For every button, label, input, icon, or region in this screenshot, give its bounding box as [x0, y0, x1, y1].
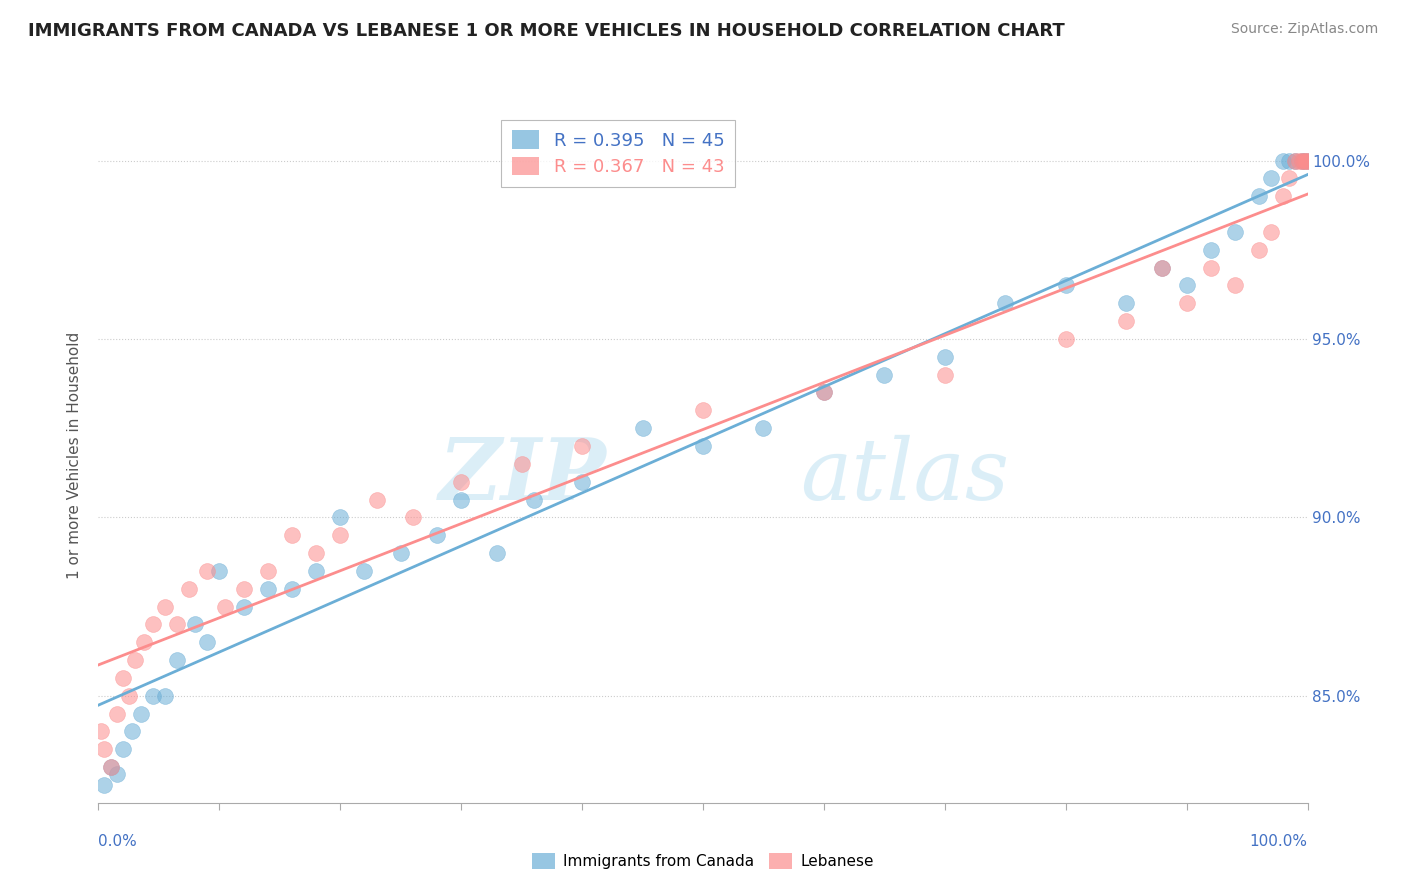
Point	[195, 635, 218, 649]
Point	[93, 778, 115, 792]
Point	[281, 582, 304, 596]
Point	[1278, 171, 1301, 186]
Point	[692, 439, 714, 453]
Text: IMMIGRANTS FROM CANADA VS LEBANESE 1 OR MORE VEHICLES IN HOUSEHOLD CORRELATION C: IMMIGRANTS FROM CANADA VS LEBANESE 1 OR …	[28, 22, 1064, 40]
Point	[1249, 243, 1271, 257]
Point	[1223, 278, 1246, 293]
Point	[118, 689, 141, 703]
Point	[1199, 260, 1222, 275]
Point	[166, 653, 188, 667]
Point	[486, 546, 509, 560]
Point	[1054, 332, 1077, 346]
Point	[1260, 225, 1282, 239]
Point	[366, 492, 388, 507]
Point	[1284, 153, 1306, 168]
Point	[873, 368, 896, 382]
Point	[1291, 153, 1313, 168]
Point	[523, 492, 546, 507]
Point	[1115, 296, 1137, 310]
Point	[142, 689, 165, 703]
Point	[305, 564, 328, 578]
Point	[256, 564, 278, 578]
Point	[1284, 153, 1306, 168]
Point	[153, 689, 176, 703]
Point	[179, 582, 201, 596]
Text: 100.0%: 100.0%	[1250, 834, 1308, 849]
Point	[1115, 314, 1137, 328]
Point	[129, 706, 152, 721]
Point	[1296, 153, 1319, 168]
Point	[93, 742, 115, 756]
Point	[214, 599, 236, 614]
Point	[305, 546, 328, 560]
Point	[402, 510, 425, 524]
Point	[1272, 153, 1295, 168]
Point	[1260, 171, 1282, 186]
Point	[1295, 153, 1317, 168]
Y-axis label: 1 or more Vehicles in Household: 1 or more Vehicles in Household	[67, 331, 83, 579]
Point	[1152, 260, 1174, 275]
Point	[195, 564, 218, 578]
Point	[813, 385, 835, 400]
Point	[124, 653, 146, 667]
Point	[571, 439, 593, 453]
Point	[184, 617, 207, 632]
Point	[105, 767, 128, 781]
Point	[1288, 153, 1310, 168]
Point	[1152, 260, 1174, 275]
Point	[111, 671, 134, 685]
Point	[329, 528, 352, 542]
Point	[142, 617, 165, 632]
Legend: Immigrants from Canada, Lebanese: Immigrants from Canada, Lebanese	[526, 847, 880, 875]
Point	[153, 599, 176, 614]
Point	[353, 564, 375, 578]
Point	[1278, 153, 1301, 168]
Point	[510, 457, 533, 471]
Point	[994, 296, 1017, 310]
Point	[631, 421, 654, 435]
Point	[1292, 153, 1315, 168]
Text: Source: ZipAtlas.com: Source: ZipAtlas.com	[1230, 22, 1378, 37]
Point	[1175, 296, 1198, 310]
Point	[1291, 153, 1313, 168]
Point	[1249, 189, 1271, 203]
Text: 0.0%: 0.0%	[98, 834, 138, 849]
Point	[232, 599, 254, 614]
Point	[90, 724, 112, 739]
Text: atlas: atlas	[800, 434, 1010, 517]
Point	[281, 528, 304, 542]
Text: ZIP: ZIP	[439, 434, 606, 517]
Point	[752, 421, 775, 435]
Point	[100, 760, 122, 774]
Point	[134, 635, 156, 649]
Point	[389, 546, 412, 560]
Point	[426, 528, 449, 542]
Point	[329, 510, 352, 524]
Point	[934, 368, 956, 382]
Point	[934, 350, 956, 364]
Point	[1296, 153, 1319, 168]
Point	[692, 403, 714, 417]
Point	[571, 475, 593, 489]
Point	[121, 724, 143, 739]
Point	[208, 564, 231, 578]
Point	[232, 582, 254, 596]
Point	[1175, 278, 1198, 293]
Point	[813, 385, 835, 400]
Legend: R = 0.395   N = 45, R = 0.367   N = 43: R = 0.395 N = 45, R = 0.367 N = 43	[502, 120, 735, 187]
Point	[111, 742, 134, 756]
Point	[100, 760, 122, 774]
Point	[450, 492, 472, 507]
Point	[256, 582, 278, 596]
Point	[450, 475, 472, 489]
Point	[1054, 278, 1077, 293]
Point	[105, 706, 128, 721]
Point	[1223, 225, 1246, 239]
Point	[1272, 189, 1295, 203]
Point	[1199, 243, 1222, 257]
Point	[1292, 153, 1315, 168]
Point	[166, 617, 188, 632]
